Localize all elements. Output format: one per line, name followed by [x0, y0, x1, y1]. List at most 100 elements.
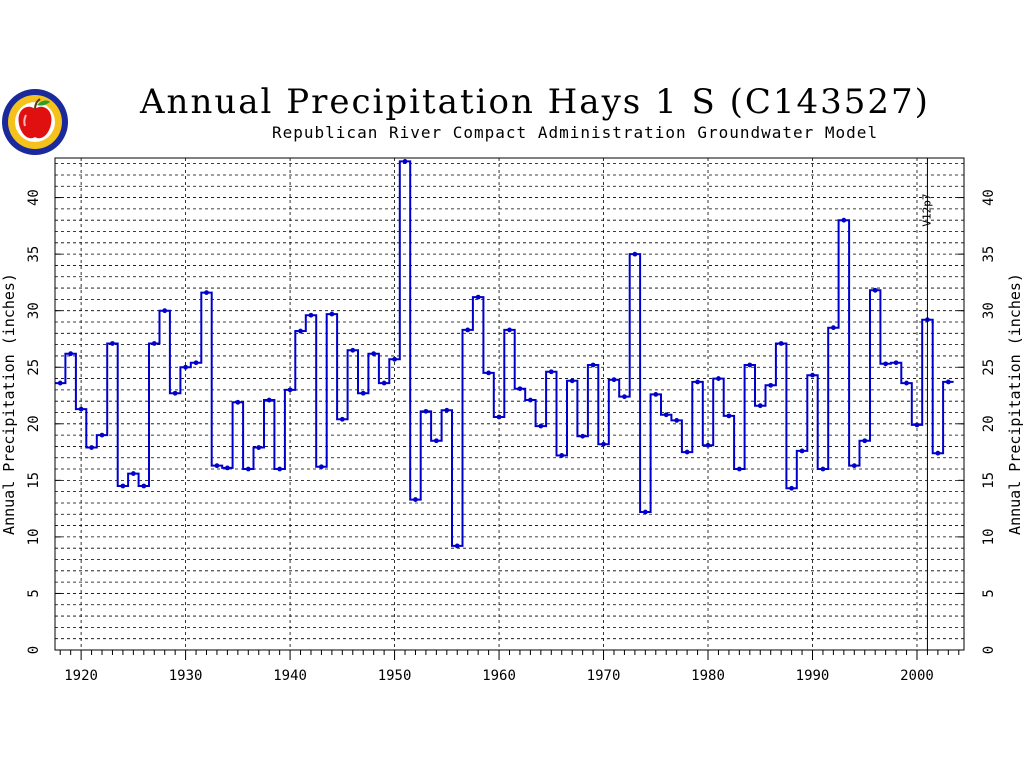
- data-point: [423, 408, 429, 414]
- data-point: [548, 369, 554, 375]
- data-point: [433, 438, 439, 444]
- y-tick-label-right: 25: [981, 359, 997, 376]
- data-point: [287, 387, 293, 393]
- data-point: [569, 378, 575, 384]
- y-tick-label-right: 5: [981, 589, 997, 597]
- data-point: [224, 465, 230, 471]
- y-tick-label-left: 30: [26, 302, 42, 319]
- y-tick-label-right: 0: [981, 646, 997, 654]
- data-point: [935, 450, 941, 456]
- x-tick-label: 1960: [482, 668, 516, 684]
- grid-lines: [55, 158, 964, 650]
- data-point: [851, 463, 857, 469]
- data-point: [151, 341, 157, 346]
- y-tick-label-left: 15: [26, 472, 42, 489]
- data-point: [590, 362, 596, 368]
- data-point: [465, 327, 471, 333]
- data-point: [580, 433, 586, 439]
- x-tick-label: 1940: [273, 668, 307, 684]
- data-point: [914, 422, 920, 428]
- y-axis-label-right: Annual Precipitation (inches): [1006, 273, 1024, 535]
- data-point: [172, 390, 178, 396]
- y-tick-label-left: 35: [26, 246, 42, 263]
- data-point: [726, 413, 732, 419]
- y-tick-label-right: 35: [981, 246, 997, 263]
- y-tick-label-right: 20: [981, 415, 997, 432]
- data-point: [904, 380, 909, 386]
- data-point: [214, 463, 220, 469]
- data-point: [830, 325, 836, 331]
- data-point: [339, 416, 345, 422]
- y-axis-label-left: Annual Precipitation (inches): [0, 273, 18, 535]
- data-point: [883, 361, 889, 367]
- data-point: [350, 347, 356, 353]
- data-point: [392, 356, 397, 362]
- data-point: [684, 449, 690, 455]
- apple-seal-logo: [2, 89, 68, 155]
- chart-title: Annual Precipitation Hays 1 S (C143527): [140, 82, 930, 122]
- data-point: [810, 372, 815, 378]
- y-tick-label-left: 10: [26, 528, 42, 545]
- x-tick-label: 1970: [587, 668, 621, 684]
- annotations: V12p7: [920, 158, 933, 650]
- data-point: [130, 471, 136, 476]
- data-point: [716, 376, 721, 381]
- data-point: [120, 483, 126, 489]
- y-tick-label-right: 15: [981, 472, 997, 489]
- y-tick-label-left: 5: [26, 589, 42, 597]
- data-point: [642, 509, 648, 515]
- data-point: [413, 497, 418, 502]
- data-point: [789, 485, 795, 491]
- y-tick-label-left: 40: [26, 189, 42, 206]
- data-point: [601, 441, 606, 447]
- data-point: [872, 287, 878, 293]
- y-tick-label-right: 10: [981, 528, 997, 545]
- data-point: [204, 290, 209, 295]
- data-point: [517, 386, 523, 392]
- annotation-label: V12p7: [920, 193, 933, 226]
- y-tick-label-left: 25: [26, 359, 42, 376]
- data-point: [527, 397, 533, 403]
- data-point: [945, 379, 951, 385]
- data-point: [381, 380, 387, 386]
- y-tick-label-left: 20: [26, 415, 42, 432]
- data-point: [454, 543, 460, 549]
- y-tick-label-left: 0: [26, 646, 42, 654]
- data-point: [444, 407, 450, 413]
- data-point: [277, 466, 283, 472]
- data-point: [110, 341, 115, 346]
- data-point: [256, 445, 262, 450]
- data-point: [799, 448, 805, 454]
- x-tick-label: 2000: [900, 668, 934, 684]
- data-point: [245, 466, 251, 472]
- data-point: [674, 418, 680, 423]
- data-point: [360, 390, 366, 396]
- data-point: [820, 466, 826, 472]
- data-point: [559, 453, 565, 458]
- data-point: [235, 399, 241, 405]
- data-point: [68, 351, 74, 357]
- data-point: [266, 397, 272, 403]
- axes: 0 0 5 5 10 10 15 15 20 20 25 25 30 30 35 35 40 40 1920 1930…: [0, 157, 1024, 684]
- data-point: [893, 360, 899, 366]
- x-tick-label: 1950: [378, 668, 412, 684]
- x-tick-label: 1920: [64, 668, 98, 684]
- data-point: [663, 412, 669, 418]
- data-point: [653, 391, 659, 397]
- data-point: [632, 251, 638, 257]
- data-point: [757, 403, 763, 409]
- data-point: [507, 327, 512, 333]
- data-point: [371, 351, 377, 357]
- data-point: [99, 432, 105, 438]
- data-point: [862, 438, 868, 444]
- series-step-line: [55, 160, 954, 547]
- data-point: [78, 406, 84, 412]
- data-point: [486, 370, 492, 376]
- data-point: [319, 464, 324, 470]
- data-point: [611, 377, 617, 383]
- data-point: [695, 379, 700, 385]
- data-point: [538, 423, 544, 429]
- data-point: [141, 483, 147, 489]
- data-point: [705, 442, 711, 448]
